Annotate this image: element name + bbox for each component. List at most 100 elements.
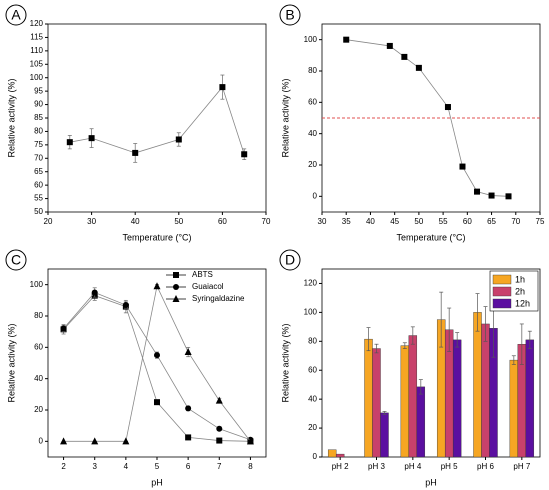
x-tick-label: 35 xyxy=(342,217,351,226)
point xyxy=(185,405,192,412)
y-tick-label: 110 xyxy=(30,46,43,55)
y-tick-label: 100 xyxy=(304,35,318,44)
panel-label: B xyxy=(285,7,294,23)
point xyxy=(185,434,192,441)
y-axis-label: Relative activity (%) xyxy=(6,323,16,402)
series-line xyxy=(69,86,245,155)
x-tick-label: pH 3 xyxy=(368,462,385,471)
x-tick-label: 6 xyxy=(186,462,191,471)
x-tick-label: 75 xyxy=(536,217,545,226)
point xyxy=(175,136,182,143)
x-tick-label: 5 xyxy=(155,462,160,471)
legend-swatch xyxy=(492,298,512,309)
y-tick-label: 60 xyxy=(34,342,43,351)
point xyxy=(415,64,422,71)
legend-swatch xyxy=(492,286,512,297)
y-axis-label: Relative activity (%) xyxy=(6,78,16,157)
legend-label: Guaiacol xyxy=(192,282,224,291)
error-bar xyxy=(527,330,532,349)
y-tick-label: 60 xyxy=(34,180,43,189)
point xyxy=(154,352,160,359)
y-tick-label: 55 xyxy=(34,194,43,203)
panel-badge xyxy=(5,249,27,271)
y-tick-label: 120 xyxy=(304,279,318,288)
x-tick-label: 60 xyxy=(218,217,227,226)
panel-badge xyxy=(279,4,301,26)
y-tick-label: 0 xyxy=(313,191,318,200)
series-line xyxy=(63,295,251,442)
bar xyxy=(525,339,535,458)
bar xyxy=(327,449,337,458)
point xyxy=(459,163,466,170)
bar xyxy=(372,348,381,458)
legend-label: Syringaldazine xyxy=(192,294,245,303)
y-tick-label: 95 xyxy=(34,86,43,95)
x-tick-label: 3 xyxy=(92,462,97,471)
y-tick-label: 115 xyxy=(30,33,43,42)
y-tick-label: 60 xyxy=(308,365,317,374)
error-bar xyxy=(455,332,460,348)
x-tick-label: 7 xyxy=(217,462,222,471)
panel-label: A xyxy=(11,7,21,23)
error-bar xyxy=(519,323,524,365)
point xyxy=(474,188,481,195)
bar xyxy=(335,453,345,458)
point xyxy=(216,437,223,444)
y-tick-label: 80 xyxy=(34,311,43,320)
y-tick-label: 65 xyxy=(34,167,43,176)
x-tick-label: pH 2 xyxy=(332,462,349,471)
error-bar xyxy=(418,379,423,395)
y-tick-label: 100 xyxy=(30,280,44,289)
panel-label: D xyxy=(285,252,295,268)
error-bar xyxy=(402,342,407,349)
legend-label: 2h xyxy=(515,286,525,296)
error-bar xyxy=(382,411,387,415)
legend-marker xyxy=(173,272,179,278)
bar xyxy=(364,338,373,458)
error-bar xyxy=(483,306,488,342)
error-bar xyxy=(366,327,371,352)
x-tick-label: 50 xyxy=(174,217,183,226)
point xyxy=(60,437,68,445)
x-tick-label: 50 xyxy=(414,217,423,226)
legend-swatch xyxy=(492,274,512,285)
point xyxy=(444,104,451,111)
bar xyxy=(380,412,389,458)
x-axis-label: Temperature (°C) xyxy=(396,232,465,242)
y-tick-label: 20 xyxy=(34,405,43,414)
x-tick-label: 65 xyxy=(487,217,496,226)
bar xyxy=(452,339,462,458)
y-tick-label: 50 xyxy=(34,207,43,216)
y-tick-label: 20 xyxy=(308,160,317,169)
point xyxy=(91,437,99,445)
plot-frame xyxy=(321,268,541,458)
point xyxy=(88,135,95,142)
x-tick-label: 30 xyxy=(87,217,96,226)
legend-label: ABTS xyxy=(192,270,213,279)
point xyxy=(216,425,223,432)
error-bar xyxy=(439,291,444,348)
point xyxy=(215,396,223,404)
y-tick-label: 90 xyxy=(34,100,43,109)
series-line xyxy=(63,292,251,441)
y-axis-label: Relative activity (%) xyxy=(280,323,290,402)
point xyxy=(184,348,192,356)
plot-frame xyxy=(47,23,267,213)
y-tick-label: 0 xyxy=(39,436,44,445)
x-tick-label: 20 xyxy=(44,217,53,226)
y-tick-label: 120 xyxy=(30,19,44,28)
point xyxy=(91,289,98,296)
error-bar xyxy=(447,307,452,352)
error-bar xyxy=(511,355,516,365)
y-axis-label: Relative activity (%) xyxy=(280,78,290,157)
y-tick-label: 80 xyxy=(308,336,317,345)
y-tick-label: 100 xyxy=(30,73,44,82)
y-tick-label: 70 xyxy=(34,153,43,162)
error-bar xyxy=(410,326,415,345)
point xyxy=(488,192,495,199)
y-tick-label: 80 xyxy=(308,66,317,75)
point xyxy=(241,151,248,158)
x-tick-label: 70 xyxy=(262,217,271,226)
point xyxy=(505,193,512,200)
